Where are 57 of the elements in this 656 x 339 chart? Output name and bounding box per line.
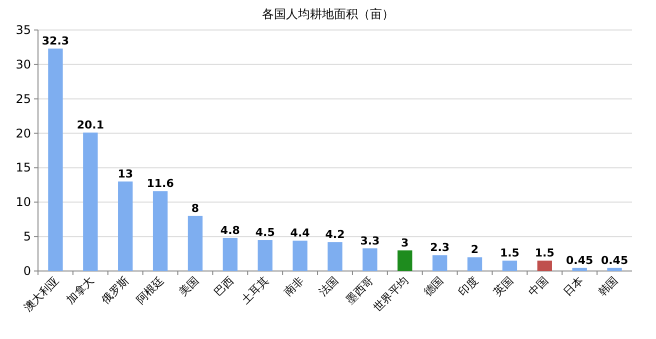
data-label: 1.5 [534, 246, 554, 260]
y-tick-label: 20 [16, 126, 31, 140]
data-label: 3 [401, 236, 409, 250]
bar [467, 257, 482, 271]
x-tick-label: 南非 [281, 274, 306, 299]
x-tick-label: 土耳其 [238, 274, 272, 306]
y-tick-label: 5 [23, 230, 31, 244]
x-tick-label: 美国 [176, 274, 202, 299]
bar [607, 268, 622, 271]
data-label: 4.4 [290, 226, 310, 240]
y-tick-label: 30 [16, 57, 31, 72]
x-tick-label: 印度 [456, 274, 481, 299]
bar [537, 260, 552, 271]
x-tick-label: 英国 [491, 274, 516, 299]
x-tick-label: 日本 [560, 274, 586, 299]
x-tick-label: 加拿大 [64, 274, 97, 306]
x-tick-label: 俄罗斯 [98, 274, 132, 306]
x-tick-label: 巴西 [212, 274, 236, 299]
data-label: 2 [470, 243, 479, 256]
bar [258, 240, 272, 271]
y-tick-label: 0 [23, 264, 31, 278]
x-tick-label: 中国 [526, 274, 551, 299]
bar [48, 48, 63, 271]
bar [398, 250, 412, 271]
data-label: 2.3 [430, 241, 450, 254]
data-label: 11.6 [146, 177, 174, 190]
bar [118, 181, 133, 271]
data-label: 13 [118, 167, 134, 180]
y-tick-label: 15 [16, 160, 31, 175]
data-label: 4.2 [325, 228, 345, 242]
x-tick-label: 阿根廷 [134, 274, 166, 306]
y-tick-label: 25 [16, 92, 31, 106]
data-label: 8 [191, 202, 200, 215]
bar [83, 132, 98, 271]
data-label: 4.5 [255, 226, 275, 240]
data-label: 4.8 [220, 224, 240, 237]
bar [292, 240, 308, 271]
bar [222, 238, 238, 271]
chart-title: 各国人均耕地面积（亩） [262, 7, 394, 21]
data-label: 0.45 [600, 254, 628, 267]
bar [432, 255, 448, 271]
x-tick-label: 韩国 [596, 274, 621, 299]
data-label: 1.5 [500, 246, 520, 260]
data-label: 0.45 [566, 254, 594, 267]
y-tick-label: 10 [16, 195, 31, 210]
y-tick-label: 35 [16, 23, 31, 37]
bar [152, 191, 168, 271]
data-label: 3.3 [360, 234, 380, 248]
x-tick-label: 德国 [421, 274, 446, 299]
bar [328, 242, 342, 271]
data-label: 32.3 [42, 34, 70, 48]
bar [572, 268, 587, 271]
data-label: 20.1 [76, 118, 104, 132]
x-tick-label: 法国 [316, 274, 342, 299]
bar [502, 260, 518, 271]
bar [362, 248, 378, 271]
bar [188, 216, 203, 271]
